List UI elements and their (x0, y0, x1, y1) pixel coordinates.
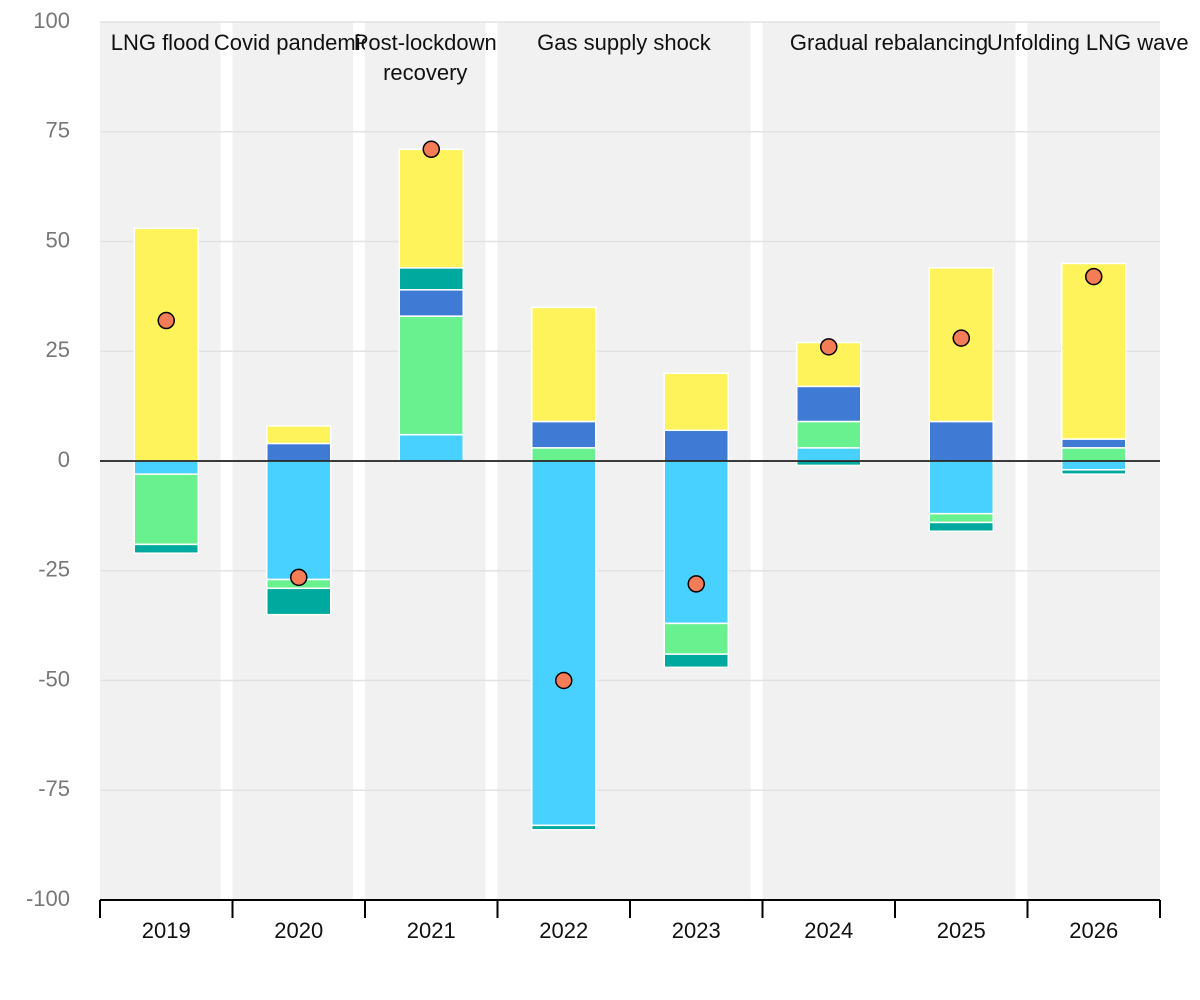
bar-segment (1061, 438, 1127, 449)
y-tick-label: 0 (58, 447, 70, 472)
y-tick-label: -25 (38, 557, 70, 582)
period-label-line: Covid pandemic (214, 30, 372, 55)
total-marker (422, 140, 440, 159)
bar-segment (663, 622, 729, 655)
period-label: LNG flood (111, 30, 210, 55)
period-label: Gradual rebalancing (790, 30, 988, 55)
period-label-line: Unfolding LNG wave (987, 30, 1189, 55)
bar-segment (531, 460, 597, 827)
y-tick-label: 50 (46, 227, 70, 252)
bar-segment (398, 433, 464, 462)
x-tick-label: 2026 (1069, 918, 1118, 943)
total-marker (157, 311, 175, 330)
bar-segment (531, 447, 597, 462)
period-label: Unfolding LNG wave (987, 30, 1189, 55)
x-tick-label: 2023 (672, 918, 721, 943)
bar-segment (266, 442, 332, 462)
bar-segment (266, 425, 332, 445)
bar-segment (928, 420, 994, 462)
x-tick-label: 2019 (142, 918, 191, 943)
period-label-line: LNG flood (111, 30, 210, 55)
x-tick-label: 2024 (804, 918, 853, 943)
bar-segment (531, 824, 597, 831)
bar-segment (133, 473, 199, 546)
bar-segment (266, 587, 332, 616)
bar-segment (663, 429, 729, 462)
y-tick-label: 75 (46, 118, 70, 143)
bar-segment (531, 420, 597, 449)
total-marker (820, 338, 838, 356)
bar-segment (266, 460, 332, 581)
bar-segment (398, 267, 464, 291)
x-tick-label: 2021 (407, 918, 456, 943)
bar-segment (663, 372, 729, 432)
period-label-line: recovery (383, 60, 467, 85)
total-marker (1085, 267, 1103, 286)
period-label-line: Gradual rebalancing (790, 30, 988, 55)
bar-segment (398, 148, 464, 269)
total-marker (555, 671, 573, 690)
bar-segment (1061, 469, 1127, 475)
bar-segment (796, 385, 862, 423)
bar-segment (1061, 460, 1127, 471)
period-label: Post-lockdown recovery (354, 30, 497, 85)
y-tick-label: 25 (46, 337, 70, 362)
total-marker (952, 329, 970, 347)
y-tick-label: -50 (38, 666, 70, 691)
x-tick-label: 2025 (937, 918, 986, 943)
bar-segment (663, 653, 729, 669)
bar-segment (133, 227, 199, 462)
total-marker (290, 568, 308, 587)
bar-segment (1061, 447, 1127, 462)
bar-segment (133, 543, 199, 554)
bar-segment (398, 289, 464, 317)
bar-segment (928, 460, 994, 515)
bar-segment (928, 521, 994, 532)
y-tick-label: 100 (33, 8, 70, 33)
period-label-line: Gas supply shock (537, 30, 712, 55)
y-tick-label: -100 (26, 886, 70, 911)
bar-segment (928, 512, 994, 524)
bar-segment (531, 306, 597, 423)
period-label: Covid pandemic (214, 30, 372, 55)
period-label: Gas supply shock (537, 30, 712, 55)
bar-segment (663, 460, 729, 625)
x-tick-label: 2020 (274, 918, 323, 943)
bar-segment (133, 460, 199, 475)
y-tick-label: -75 (38, 776, 70, 801)
x-tick-label: 2022 (539, 918, 588, 943)
bar-segment (1061, 262, 1127, 440)
bar-segment (796, 447, 862, 462)
total-marker (687, 575, 705, 593)
bar-segment (796, 420, 862, 449)
bar-segment (398, 315, 464, 436)
period-label-line: Post-lockdown (354, 30, 497, 55)
